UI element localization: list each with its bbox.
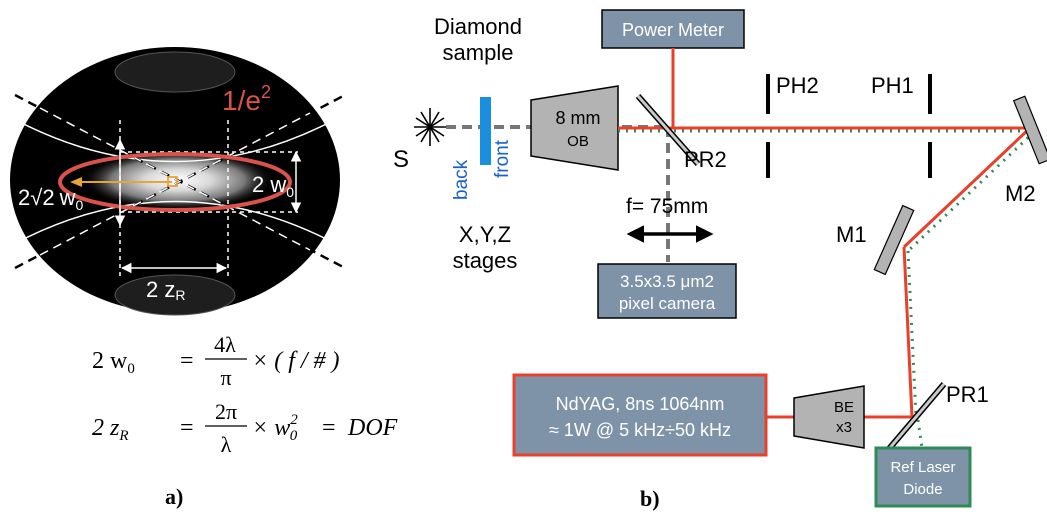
svg-text:2π: 2π (215, 399, 237, 424)
front-label: front (492, 139, 513, 178)
laser-box (512, 373, 768, 457)
svg-text:× ( f / # ): × ( f / # ) (252, 348, 340, 374)
svg-text:=: = (180, 415, 194, 441)
diamond-sample (480, 97, 491, 165)
beam-expander-label-1: BE (834, 399, 854, 416)
ref-beam-diode-pr1 (916, 419, 924, 449)
panel-b-label: b) (640, 486, 660, 511)
m2-label: M2 (1005, 181, 1036, 206)
ph1-label: PH1 (871, 73, 914, 98)
ref-beam-m2-m1 (906, 130, 1036, 253)
svg-text:× w20: × w2 0 (252, 412, 298, 444)
beam-expander-label-2: x3 (836, 419, 852, 436)
source-label: S (393, 146, 409, 173)
pr2-label: PR2 (684, 147, 727, 172)
back-label: back (451, 159, 472, 200)
laser-beam-m1-pr1 (902, 246, 914, 418)
laser-label-2: ≈ 1W @ 5 kHz÷50 kHz (549, 420, 731, 440)
ref-laser-label-1: Ref Laser (890, 459, 955, 476)
pr1-mirror-face (886, 383, 946, 451)
panel-b: S back front Diamond sample X,Y,Z stages… (393, 9, 1047, 511)
pr1-label: PR1 (946, 382, 989, 407)
camera-box (597, 263, 737, 319)
objective-lens (530, 85, 619, 171)
ref-laser-box (874, 446, 972, 508)
svg-text:λ: λ (221, 432, 232, 457)
m1-label: M1 (836, 222, 867, 247)
beam-bottom-cap (114, 274, 236, 316)
equation-rayleigh: 2 zR = 2π λ × w2 0 = DOF (92, 399, 398, 457)
panel-a-label: a) (165, 484, 183, 509)
radius-arrow-head (70, 177, 82, 187)
source-star-icon (414, 108, 446, 146)
objective-label-1: 8 mm (556, 108, 601, 128)
stages-label-1: X,Y,Z (459, 222, 511, 247)
diamond-sample-label-1: Diamond (434, 14, 522, 39)
svg-text:2 w0: 2 w0 (92, 348, 135, 377)
ph2-label: PH2 (776, 73, 819, 98)
beam-top-cap (114, 51, 236, 93)
diamond-sample-label-2: sample (443, 40, 514, 65)
beam-envelope-lower (11, 200, 339, 246)
panel-a: 1/e2 2 w0 2√2 w0 2 zR 2 w0 = 4λ π × ( f /… (10, 47, 398, 509)
waist-label: 2 w0 (252, 172, 294, 200)
stages-label-2: stages (453, 248, 518, 273)
equation-waist: 2 w0 = 4λ π × ( f / # ) (92, 332, 340, 390)
camera-label-2: pixel camera (619, 294, 716, 313)
pr2-mirror-face (636, 95, 700, 165)
objective-label-2: OB (567, 133, 589, 150)
asymptote-1-white (39, 107, 311, 251)
svg-text:=: = (322, 415, 336, 441)
svg-text:π: π (220, 365, 231, 390)
svg-text:2 zR: 2 zR (92, 415, 129, 444)
contour-label: 1/e2 (222, 82, 271, 116)
laser-label-1: NdYAG, 8ns 1064nm (556, 394, 725, 414)
svg-text:4λ: 4λ (214, 332, 236, 357)
ref-laser-label-2: Diode (903, 481, 942, 498)
width-label: 2√2 w0 (18, 185, 83, 213)
beam-expander (793, 385, 865, 449)
asymptote-2-white (39, 112, 311, 256)
beam-envelope-upper (11, 117, 339, 163)
rayleigh-label: 2 zR (146, 277, 185, 303)
m1-mirror (873, 204, 915, 276)
svg-text:=: = (180, 348, 194, 374)
center-marker (167, 176, 178, 187)
m2-mirror (1012, 95, 1047, 165)
svg-text:DOF: DOF (347, 415, 398, 441)
lens-label: f= 75mm (626, 195, 708, 218)
laser-beam-m2-m1 (902, 126, 1032, 249)
contour-1-over-e2 (58, 152, 292, 212)
power-meter-label: Power Meter (622, 20, 724, 40)
camera-label-1: 3.5x3.5 μm2 (620, 272, 714, 291)
